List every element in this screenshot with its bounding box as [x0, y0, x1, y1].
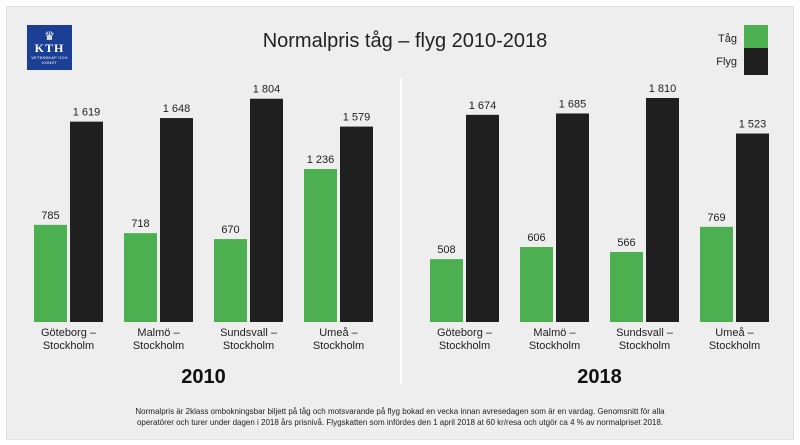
category-label: Sundsvall –: [220, 327, 278, 339]
category-label: Malmö –: [533, 327, 576, 339]
footnote-line: Normalpris är 2klass ombokningsbar bilje…: [135, 407, 665, 416]
data-label: 1 804: [253, 84, 281, 96]
bar-flyg: [160, 118, 193, 323]
data-label: 1 810: [649, 83, 677, 95]
data-label: 1 674: [469, 100, 497, 112]
data-label: 670: [221, 224, 239, 236]
data-label: 508: [437, 244, 455, 256]
bar-flyg: [466, 114, 499, 323]
category-label: Stockholm: [43, 340, 94, 352]
data-label: 1 685: [559, 98, 587, 110]
footnote: Normalpris är 2klass ombokningsbar bilje…: [40, 406, 760, 428]
bar-tåg: [520, 247, 553, 322]
category-label: Stockholm: [619, 340, 670, 352]
category-label: Stockholm: [223, 340, 274, 352]
category-label: Umeå –: [319, 327, 358, 339]
data-label: 1 236: [307, 154, 335, 166]
data-label: 1 648: [163, 103, 191, 115]
bar-flyg: [250, 98, 283, 322]
category-label: Umeå –: [715, 327, 754, 339]
bar-flyg: [556, 113, 589, 323]
panel-year-title: 2018: [577, 366, 622, 388]
legend: Tåg Flyg: [716, 25, 768, 75]
logo-subline: VETENSKAP OCH KONST: [31, 55, 68, 65]
data-label: 606: [527, 232, 545, 244]
category-label: Stockholm: [709, 340, 760, 352]
data-label: 718: [131, 218, 149, 230]
data-label: 1 619: [73, 107, 101, 119]
bar-tåg: [124, 233, 157, 322]
bar-flyg: [736, 133, 769, 322]
category-label: Sundsvall –: [616, 327, 674, 339]
category-label: Stockholm: [529, 340, 580, 352]
data-label: 769: [707, 212, 725, 224]
legend-swatch-Tåg: [744, 25, 768, 52]
legend-label: Flyg: [716, 56, 737, 68]
footnote-line: operatörer och turer under dagen i 2018 …: [136, 418, 664, 427]
legend-label: Tåg: [718, 33, 737, 45]
bar-tåg: [34, 224, 67, 322]
category-label: Malmö –: [137, 327, 180, 339]
category-label: Göteborg –: [437, 327, 493, 339]
bar-tåg: [610, 251, 643, 322]
legend-swatch-Flyg: [744, 48, 768, 75]
bar-flyg: [340, 126, 373, 322]
bar-tåg: [214, 239, 247, 322]
bar-tåg: [700, 226, 733, 322]
category-label: Göteborg –: [41, 327, 97, 339]
data-label: 785: [41, 210, 59, 222]
category-label: Stockholm: [439, 340, 490, 352]
panel-year-title: 2010: [181, 366, 226, 388]
category-label: Stockholm: [313, 340, 364, 352]
data-label: 1 523: [739, 119, 767, 131]
bar-tåg: [304, 169, 337, 322]
category-label: Stockholm: [133, 340, 184, 352]
bar-tåg: [430, 259, 463, 322]
data-label: 1 579: [343, 112, 371, 124]
logo-name: KTH: [34, 41, 65, 55]
crown-icon: ♛: [44, 29, 55, 43]
bar-flyg: [646, 98, 679, 322]
kth-logo: ♛ KTH VETENSKAP OCH KONST: [27, 25, 72, 70]
bar-flyg: [70, 121, 103, 322]
chart-title: Normalpris tåg – flyg 2010-2018: [262, 30, 548, 52]
data-label: 566: [617, 237, 635, 249]
